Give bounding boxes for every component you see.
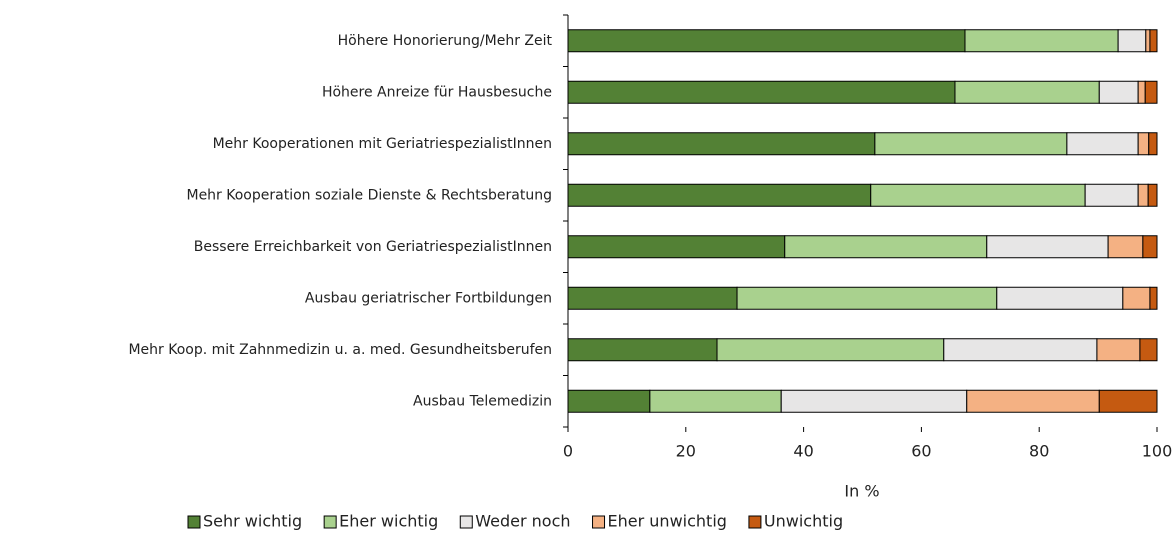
bar-segment (1139, 338, 1158, 362)
bar-segment (784, 235, 988, 259)
bar-segment (1122, 286, 1151, 310)
bar-segment (1117, 29, 1147, 53)
x-tick-label: 0 (563, 442, 573, 461)
legend-swatch (748, 515, 762, 529)
bar-segment (736, 286, 998, 310)
y-tick-label: Mehr Kooperationen mit Geriatriespeziali… (213, 136, 552, 152)
bar-segment (1107, 235, 1144, 259)
bar-segment (716, 338, 945, 362)
x-tick-label: 80 (1029, 442, 1049, 461)
bar-segment (567, 132, 876, 156)
bar-segment (1148, 132, 1158, 156)
legend-swatch (323, 515, 337, 529)
legend-label: Weder noch (475, 512, 570, 531)
bar-segment (1137, 80, 1146, 104)
bar-segment (567, 29, 966, 53)
bar-segment (954, 80, 1100, 104)
y-tick-label: Mehr Koop. mit Zahnmedizin u. a. med. Ge… (128, 342, 552, 358)
bar-segment (870, 183, 1086, 207)
bar-segment (1147, 183, 1158, 207)
bar-segment (943, 338, 1098, 362)
legend-swatch (187, 515, 201, 529)
bar-segment (986, 235, 1109, 259)
bar-segment (874, 132, 1068, 156)
y-tick-label: Höhere Honorierung/Mehr Zeit (338, 33, 553, 49)
bar-segment (1096, 338, 1141, 362)
bar-segment (567, 389, 651, 413)
legend-label: Unwichtig (764, 512, 843, 531)
bar-segment (1142, 235, 1158, 259)
legend-label: Eher unwichtig (608, 512, 727, 531)
bar-segment (567, 286, 738, 310)
bar-segment (966, 389, 1100, 413)
legend-swatch (592, 515, 606, 529)
bar-segment (1098, 80, 1139, 104)
x-tick-label: 100 (1142, 442, 1173, 461)
bar-segment (1137, 132, 1150, 156)
bar-segment (1145, 29, 1151, 53)
bar-segment (567, 80, 956, 104)
bar-segment (649, 389, 782, 413)
bar-segment (996, 286, 1124, 310)
y-tick-label: Mehr Kooperation soziale Dienste & Recht… (186, 187, 552, 203)
bar-segment (567, 338, 718, 362)
bar-segment (1066, 132, 1139, 156)
bar-segment (1149, 286, 1158, 310)
legend-label: Sehr wichtig (203, 512, 302, 531)
x-tick-label: 20 (676, 442, 696, 461)
x-tick-label: 40 (793, 442, 813, 461)
x-tick-label: 60 (911, 442, 931, 461)
bar-segment (780, 389, 968, 413)
bar-segment (1144, 80, 1158, 104)
legend-label: Eher wichtig (339, 512, 438, 531)
bar-segment (964, 29, 1119, 53)
y-tick-label: Ausbau Telemedizin (413, 393, 552, 409)
bar-segment (1149, 29, 1158, 53)
y-tick-label: Höhere Anreize für Hausbesuche (322, 84, 552, 100)
bar-segment (1098, 389, 1158, 413)
bar-segment (567, 183, 872, 207)
legend-swatch (459, 515, 473, 529)
x-axis-title: In % (844, 482, 879, 501)
y-tick-label: Bessere Erreichbarkeit von Geriatriespez… (194, 239, 552, 255)
bar-segment (1137, 183, 1149, 207)
bar-segment (1084, 183, 1139, 207)
y-tick-label: Ausbau geriatrischer Fortbildungen (305, 290, 552, 306)
bar-segment (567, 235, 786, 259)
